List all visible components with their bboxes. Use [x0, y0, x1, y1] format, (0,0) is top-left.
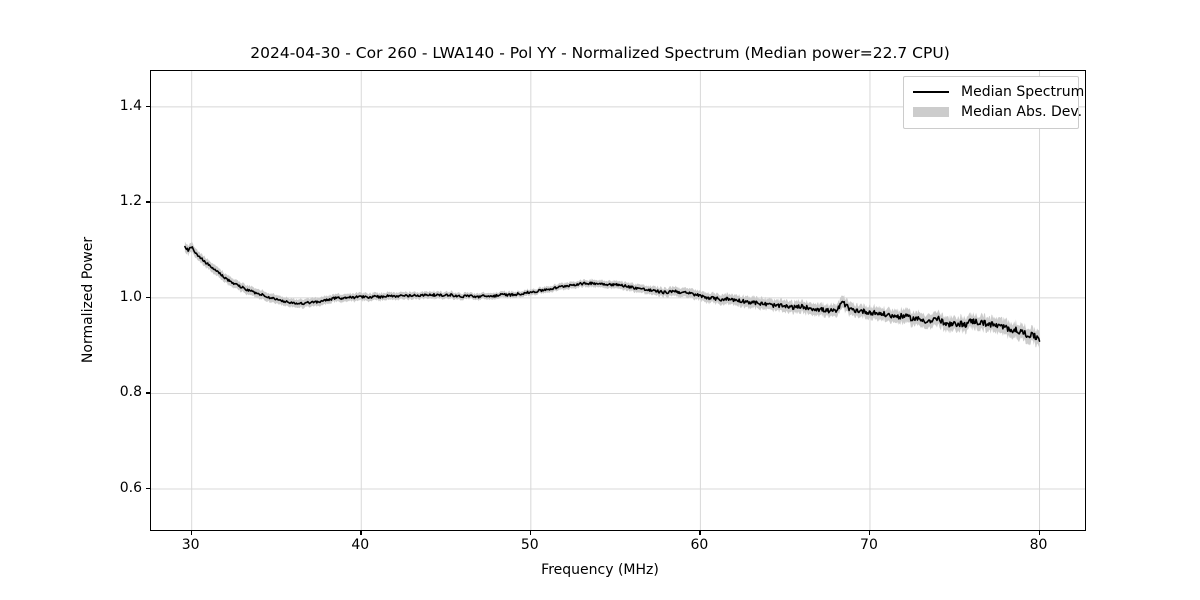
x-tick-mark	[699, 531, 701, 535]
median-abs-dev-band	[184, 241, 1040, 349]
y-tick-label: 1.4	[119, 97, 142, 114]
x-tick-label: 40	[351, 537, 370, 553]
gridlines	[151, 71, 1085, 530]
x-tick-label: 30	[181, 537, 200, 553]
chart-title: 2024-04-30 - Cor 260 - LWA140 - Pol YY -…	[250, 44, 950, 62]
y-tick-labels: 0.6 0.8 1.0 1.2 1.4	[92, 0, 142, 600]
y-tick-mark	[146, 201, 150, 203]
plot-area	[150, 70, 1086, 531]
legend-label-median-spectrum: Median Spectrum	[961, 84, 1085, 100]
y-tick-label: 0.6	[119, 480, 142, 496]
y-tick-label: 1.0	[119, 288, 142, 305]
x-axis-label: Frequency (MHz)	[541, 562, 659, 578]
legend-item-median-spectrum: Median Spectrum	[911, 82, 1084, 102]
x-tick-mark	[529, 531, 532, 535]
y-tick-mark	[146, 105, 150, 108]
y-tick-label: 0.8	[119, 384, 142, 401]
x-tick-label: 60	[690, 537, 709, 553]
x-tick-mark	[360, 531, 362, 535]
median-spectrum-line	[184, 245, 1041, 342]
x-tick-mark	[868, 531, 871, 535]
y-tick-mark	[146, 392, 150, 394]
spectrum-plot-svg	[151, 71, 1085, 530]
legend-line-key-icon	[911, 85, 951, 99]
legend-item-median-abs-dev: Median Abs. Dev.	[911, 102, 1082, 122]
y-tick-mark	[146, 488, 150, 490]
x-tick-mark	[190, 531, 192, 535]
x-tick-mark	[1038, 531, 1040, 535]
y-tick-mark	[146, 296, 150, 299]
legend-label-median-abs-dev: Median Abs. Dev.	[961, 104, 1083, 120]
y-tick-label: 1.2	[119, 193, 142, 210]
x-tick-label: 50	[520, 537, 539, 553]
chart-legend: Median Spectrum Median Abs. Dev.	[903, 76, 1084, 129]
legend-patch-key-icon	[911, 105, 951, 119]
x-tick-label: 70	[860, 537, 878, 553]
x-tick-label: 80	[1029, 537, 1048, 553]
